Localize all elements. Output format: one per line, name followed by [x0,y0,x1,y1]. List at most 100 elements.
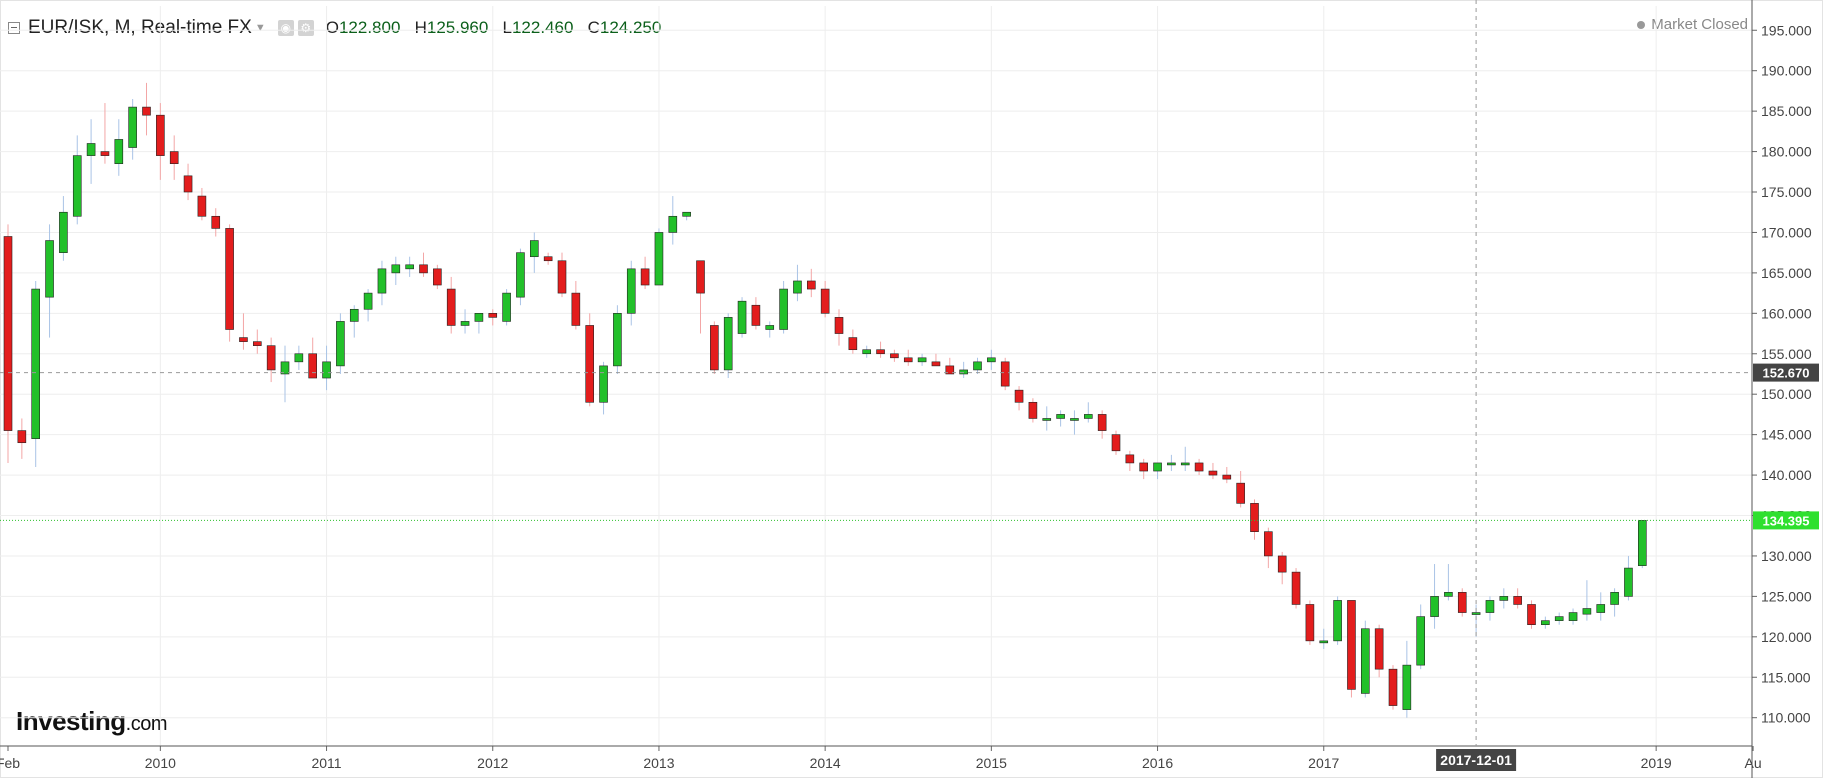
candle-body[interactable] [405,264,414,270]
candle-body[interactable] [1291,571,1301,605]
candle-body[interactable] [349,308,359,322]
candle-body[interactable] [1374,628,1384,670]
symbol-title[interactable]: EUR/ISK, M, Real-time FX [28,17,252,38]
candle-body[interactable] [1125,454,1135,464]
candle-body[interactable] [1167,462,1176,466]
candle-body[interactable] [599,365,608,403]
candle-body[interactable] [751,304,761,326]
candle-body[interactable] [197,195,207,217]
candle-body[interactable] [1568,612,1578,621]
candle-body[interactable] [1513,596,1522,605]
candle-body[interactable] [834,317,844,334]
candle-body[interactable] [626,268,636,314]
candle-body[interactable] [1333,600,1342,642]
candle-body[interactable] [1596,604,1606,613]
candle-body[interactable] [211,215,221,229]
candle-body[interactable] [973,361,982,371]
candle-body[interactable] [1624,567,1633,597]
candle-body[interactable] [391,264,401,274]
candle-body[interactable] [1042,418,1052,421]
candle-body[interactable] [640,268,650,286]
candle-body[interactable] [585,325,595,403]
candle-body[interactable] [959,369,968,375]
candle-body[interactable] [100,151,110,156]
candle-body[interactable] [1111,434,1121,452]
candle-body[interactable] [488,313,498,318]
candle-body[interactable] [266,345,276,371]
candle-body[interactable] [1208,470,1218,476]
candle-body[interactable] [1194,462,1204,472]
candle-body[interactable] [737,300,747,334]
candle-body[interactable] [72,155,82,217]
candle-body[interactable] [543,256,553,262]
candle-body[interactable] [1388,668,1398,706]
candle-body[interactable] [1471,612,1481,615]
candle-body[interactable] [377,268,387,294]
candle-body[interactable] [253,341,262,346]
candle-body[interactable] [363,292,373,310]
candle-body[interactable] [1554,616,1564,621]
candle-body[interactable] [142,106,151,116]
candle-body[interactable] [1084,414,1093,419]
candle-body[interactable] [17,430,27,444]
collapse-icon[interactable] [8,22,20,34]
candle-body[interactable] [1305,604,1315,642]
candle-body[interactable] [460,321,470,326]
candle-body[interactable] [1582,608,1592,615]
candle-body[interactable] [557,260,567,294]
candle-body[interactable] [1014,389,1024,403]
candle-body[interactable] [1153,462,1162,472]
candle-body[interactable] [931,361,941,367]
candle-body[interactable] [1444,592,1453,597]
candle-body[interactable] [59,211,68,253]
candle-body[interactable] [31,288,41,439]
candle-body[interactable] [1430,596,1439,617]
candle-body[interactable] [529,240,539,258]
candle-body[interactable] [1347,600,1356,690]
candle-body[interactable] [294,353,304,363]
candle-body[interactable] [1541,620,1550,625]
visibility-icon[interactable]: ◉ [277,20,294,36]
candle-body[interactable] [1361,628,1370,694]
candle-body[interactable] [848,337,858,351]
candle-body[interactable] [128,106,137,148]
candle-body[interactable] [890,353,899,359]
chevron-down-icon[interactable]: ▼ [254,22,266,34]
candle-body[interactable] [1139,462,1148,472]
candle-body[interactable] [419,264,428,274]
candle-body[interactable] [502,292,511,322]
candle-body[interactable] [225,228,234,330]
candle-body[interactable] [336,321,345,367]
candle-body[interactable] [876,349,885,355]
candle-body[interactable] [1638,520,1647,566]
candle-body[interactable] [1610,592,1619,605]
candle-body[interactable] [1180,462,1190,466]
candle-body[interactable] [1222,474,1232,480]
candle-body[interactable] [987,357,996,363]
candle-body[interactable] [474,313,484,322]
candle-body[interactable] [156,114,165,156]
candle-body[interactable] [1056,414,1065,419]
candle-body[interactable] [1277,555,1287,573]
candle-body[interactable] [668,215,678,233]
candle-body[interactable] [446,288,456,326]
candle-body[interactable] [1028,401,1038,419]
candle-body[interactable] [1499,596,1509,601]
candle-body[interactable] [516,252,525,298]
candle-body[interactable] [322,361,331,379]
candle-body[interactable] [169,151,179,165]
candle-body[interactable] [280,361,290,375]
candle-body[interactable] [1000,361,1010,387]
candle-body[interactable] [1264,531,1273,557]
candle-body[interactable] [308,353,318,379]
candle-body[interactable] [1402,664,1412,710]
candle-body[interactable] [806,280,816,290]
candle-body[interactable] [710,325,719,371]
candle-body[interactable] [1250,503,1259,532]
candle-body[interactable] [239,337,248,342]
candle-body[interactable] [696,260,705,294]
candle-body[interactable] [45,240,54,298]
candle-body[interactable] [862,349,872,355]
gear-icon[interactable]: ⚙ [297,20,314,36]
